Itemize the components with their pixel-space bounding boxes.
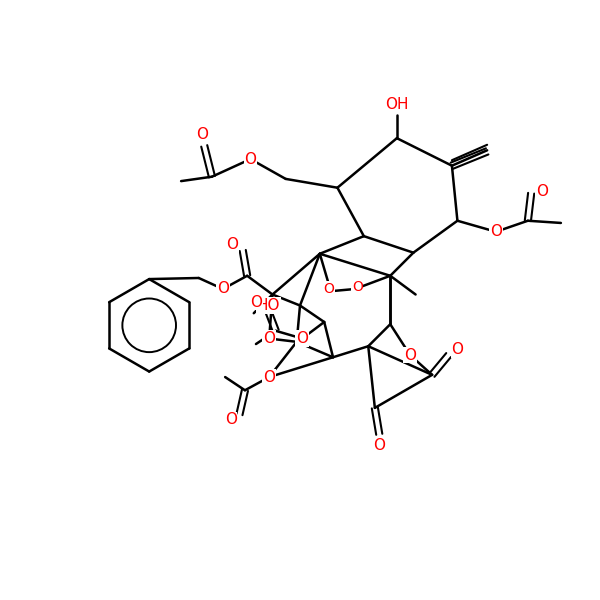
Text: O: O [451,342,463,357]
Text: O: O [244,152,256,167]
Text: O: O [263,331,275,346]
Text: O: O [250,295,262,310]
Text: O: O [226,238,238,253]
Text: O: O [196,127,208,142]
Text: HO: HO [257,298,280,313]
Text: O: O [404,347,416,362]
Text: O: O [263,370,275,385]
Text: O: O [490,224,502,239]
Text: O: O [536,184,548,199]
Text: O: O [323,282,334,296]
Text: O: O [224,412,236,427]
Text: OH: OH [385,97,409,112]
Text: O: O [373,438,385,453]
Text: O: O [217,281,229,296]
Text: O: O [352,280,362,294]
Text: O: O [296,331,308,346]
